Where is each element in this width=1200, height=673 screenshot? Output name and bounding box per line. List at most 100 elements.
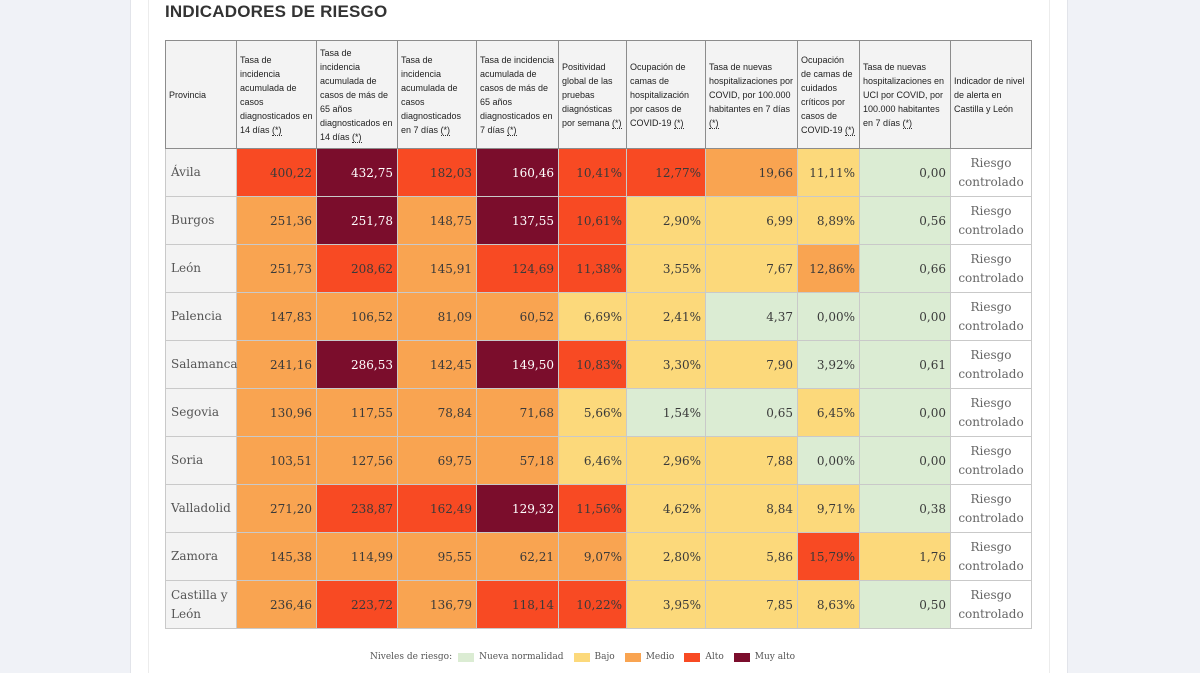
province-name: Castilla y León — [165, 580, 237, 629]
table-body: Ávila 400,22 432,75 182,03 160,46 10,41% 12,77… — [165, 148, 1032, 629]
alert-level: Riesgo controlado — [950, 340, 1032, 389]
alert-level: Riesgo controlado — [950, 436, 1032, 485]
indicator-value: 271,20 — [236, 484, 317, 533]
column-header: Tasa de incidencia acumulada de casos de… — [316, 40, 398, 149]
indicator-value: 118,14 — [476, 580, 559, 629]
province-name: Soria — [165, 436, 237, 485]
legend-swatch — [573, 652, 590, 662]
legend-item-label: Muy alto — [754, 652, 795, 662]
indicator-value: 2,90% — [626, 196, 706, 245]
province-name: León — [165, 244, 237, 293]
indicator-value: 238,87 — [316, 484, 398, 533]
column-header: Tasa de incidencia acumulada de casos di… — [397, 40, 477, 149]
info-link[interactable]: (*) — [612, 117, 622, 129]
indicator-value: 19,66 — [705, 148, 798, 197]
column-header-label: Tasa de incidencia acumulada de casos de… — [320, 47, 393, 142]
indicator-value: 0,00 — [859, 436, 951, 485]
indicator-value: 62,21 — [476, 532, 559, 581]
indicator-value: 149,50 — [476, 340, 559, 389]
indicator-value: 9,71% — [797, 484, 860, 533]
table-row: Castilla y León 236,46 223,72 136,79 118,14 1… — [165, 580, 1032, 629]
column-header-label: Tasa de incidencia acumulada de casos de… — [480, 54, 555, 135]
indicator-value: 12,77% — [626, 148, 706, 197]
indicator-value: 286,53 — [316, 340, 398, 389]
info-link[interactable]: (*) — [352, 131, 362, 143]
indicator-value: 0,56 — [859, 196, 951, 245]
alert-level: Riesgo controlado — [950, 388, 1032, 437]
column-header-label: Tasa de nuevas hospitalizaciones por COV… — [709, 61, 794, 114]
indicator-value: 15,79% — [797, 532, 860, 581]
legend-item: Bajo — [573, 652, 615, 662]
column-header: Tasa de incidencia acumulada de casos de… — [476, 40, 559, 149]
legend-label: Niveles de riesgo: — [370, 652, 453, 662]
indicator-value: 8,84 — [705, 484, 798, 533]
alert-level: Riesgo controlado — [950, 484, 1032, 533]
alert-level: Riesgo controlado — [950, 196, 1032, 245]
province-name: Valladolid — [165, 484, 237, 533]
indicator-value: 60,52 — [476, 292, 559, 341]
indicator-value: 182,03 — [397, 148, 477, 197]
indicator-value: 6,46% — [558, 436, 627, 485]
indicator-value: 11,38% — [558, 244, 627, 293]
province-name: Ávila — [165, 148, 237, 197]
column-header-label: Ocupación de camas de cuidados críticos … — [801, 54, 853, 135]
table-row: Ávila 400,22 432,75 182,03 160,46 10,41% 12,77… — [165, 148, 1032, 197]
indicator-value: 106,52 — [316, 292, 398, 341]
indicator-value: 3,95% — [626, 580, 706, 629]
indicator-value: 162,49 — [397, 484, 477, 533]
table-row: Valladolid 271,20 238,87 162,49 129,32 11,56%… — [165, 484, 1032, 533]
indicator-value: 251,36 — [236, 196, 317, 245]
indicator-value: 147,83 — [236, 292, 317, 341]
legend-swatch — [624, 652, 641, 662]
province-name: Zamora — [165, 532, 237, 581]
indicator-value: 57,18 — [476, 436, 559, 485]
indicator-value: 10,22% — [558, 580, 627, 629]
indicator-value: 2,96% — [626, 436, 706, 485]
indicator-value: 251,78 — [316, 196, 398, 245]
table-row: Burgos 251,36 251,78 148,75 137,55 10,61% 2,90… — [165, 196, 1032, 245]
indicator-value: 10,83% — [558, 340, 627, 389]
alert-level: Riesgo controlado — [950, 532, 1032, 581]
info-link[interactable]: (*) — [845, 124, 855, 136]
column-header: Tasa de incidencia acumulada de casos di… — [236, 40, 317, 149]
indicator-value: 3,92% — [797, 340, 860, 389]
alert-level: Riesgo controlado — [950, 148, 1032, 197]
info-link[interactable]: (*) — [674, 117, 684, 129]
indicator-value: 0,00 — [859, 292, 951, 341]
info-link[interactable]: (*) — [440, 124, 451, 136]
info-link[interactable]: (*) — [507, 124, 517, 136]
indicator-value: 6,45% — [797, 388, 860, 437]
indicator-value: 160,46 — [476, 148, 559, 197]
indicator-value: 0,38 — [859, 484, 951, 533]
info-link[interactable]: (*) — [709, 117, 719, 129]
indicator-value: 137,55 — [476, 196, 559, 245]
alert-level: Riesgo controlado — [950, 292, 1032, 341]
table-row: Soria 103,51 127,56 69,75 57,18 6,46% 2,96% 7,8… — [165, 436, 1032, 485]
indicator-value: 0,65 — [705, 388, 798, 437]
indicator-value: 12,86% — [797, 244, 860, 293]
info-link[interactable]: (*) — [902, 117, 913, 129]
info-link[interactable]: (*) — [272, 124, 282, 136]
indicator-value: 8,89% — [797, 196, 860, 245]
indicator-value: 7,67 — [705, 244, 798, 293]
table-row: Salamanca 241,16 286,53 142,45 149,50 10,83% 3… — [165, 340, 1032, 389]
column-header-label: Tasa de nuevas hospitalizaciones en UCI … — [863, 61, 945, 128]
indicator-value: 8,63% — [797, 580, 860, 629]
column-header: Positividad global de las pruebas diagnó… — [558, 40, 627, 149]
indicator-value: 208,62 — [316, 244, 398, 293]
indicator-value: 0,00% — [797, 292, 860, 341]
indicator-value: 145,38 — [236, 532, 317, 581]
column-header: Ocupación de camas de hospitalización po… — [626, 40, 706, 149]
table-row: León 251,73 208,62 145,91 124,69 11,38% 3,55% 7… — [165, 244, 1032, 293]
alert-level: Riesgo controlado — [950, 580, 1032, 629]
legend-item-label: Alto — [705, 652, 724, 662]
province-name: Segovia — [165, 388, 237, 437]
legend-item: Alto — [684, 652, 724, 662]
column-header: Indicador de nivel de alerta en Castilla… — [950, 40, 1032, 149]
indicator-value: 124,69 — [476, 244, 559, 293]
indicator-value: 130,96 — [236, 388, 317, 437]
indicator-value: 0,00 — [859, 148, 951, 197]
legend-item-label: Bajo — [594, 652, 615, 662]
indicator-value: 5,86 — [705, 532, 798, 581]
indicator-value: 7,88 — [705, 436, 798, 485]
